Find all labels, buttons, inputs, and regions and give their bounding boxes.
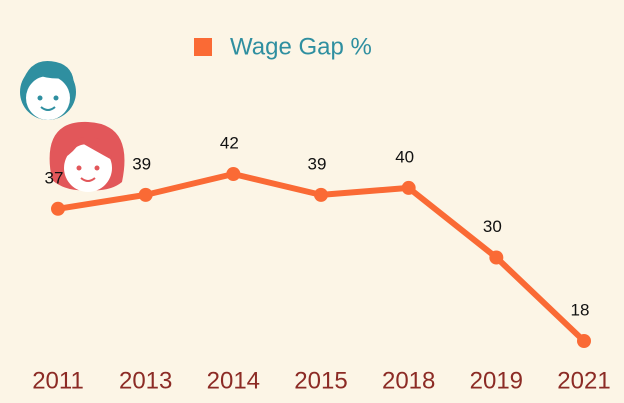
girl-icon bbox=[49, 121, 125, 192]
point bbox=[489, 250, 504, 265]
data-label: 40 bbox=[395, 147, 414, 166]
point bbox=[51, 201, 65, 216]
data-label: 39 bbox=[132, 154, 151, 173]
data-label: 18 bbox=[571, 300, 590, 319]
legend-swatch bbox=[194, 38, 212, 56]
x-tick-label: 2018 bbox=[382, 367, 435, 394]
x-tick-label: 2014 bbox=[207, 367, 260, 394]
x-tick-label: 2019 bbox=[470, 367, 523, 394]
x-tick-label: 2013 bbox=[119, 367, 172, 394]
point bbox=[138, 187, 153, 202]
data-label: 39 bbox=[308, 154, 327, 173]
x-tick-label: 2021 bbox=[557, 367, 610, 394]
point bbox=[401, 180, 416, 195]
point bbox=[314, 187, 328, 202]
boy-icon bbox=[20, 60, 76, 120]
point bbox=[577, 334, 591, 348]
data-label: 42 bbox=[220, 133, 239, 152]
x-tick-label: 2011 bbox=[32, 367, 84, 394]
data-label: 37 bbox=[45, 168, 64, 187]
data-label: 30 bbox=[483, 217, 502, 236]
legend-label: Wage Gap % bbox=[230, 33, 372, 60]
point bbox=[226, 167, 241, 181]
x-tick-label: 2015 bbox=[294, 367, 347, 394]
